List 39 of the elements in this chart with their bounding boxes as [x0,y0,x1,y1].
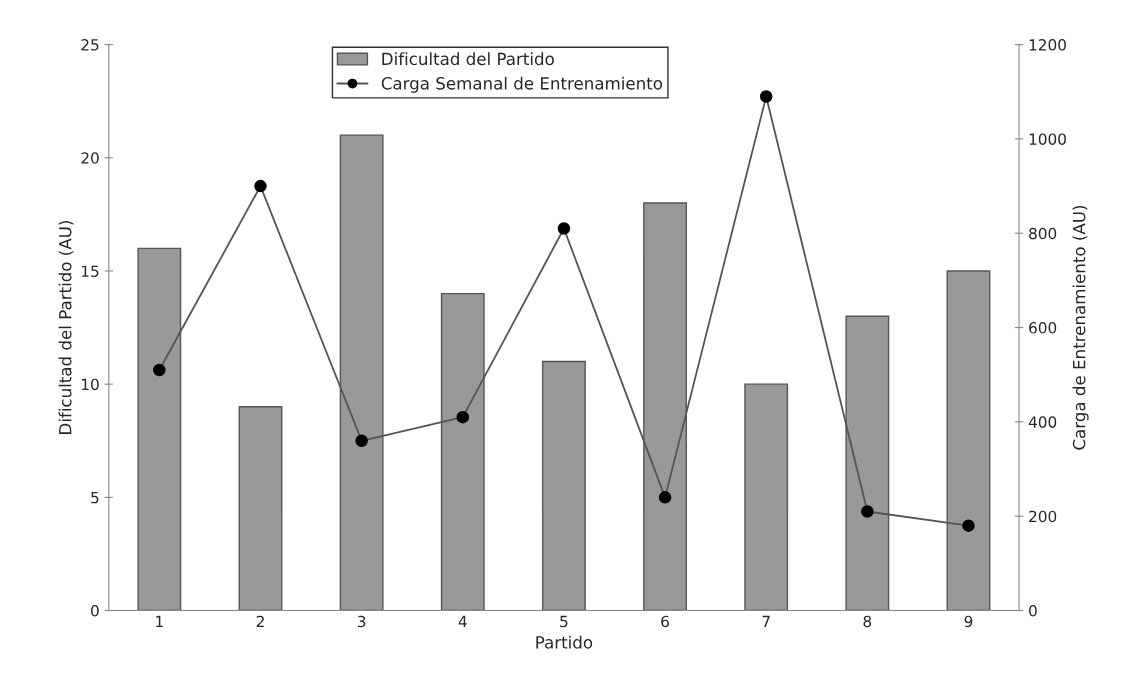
y-tick-label: 15 [81,265,99,277]
point [759,90,773,103]
point [456,410,470,424]
point [153,363,166,377]
point [254,179,267,193]
point [355,434,368,448]
point [557,222,571,235]
point [962,519,975,532]
y-tick-label: 10 [81,378,99,391]
x-tick-label: 7 [762,615,770,628]
y2-tick-label: 1200 [1029,39,1066,51]
y-axis-title: Dificultad del Partido (AU) [58,221,74,434]
x-tick-label: 5 [560,615,568,628]
y2-tick-label: 600 [1029,322,1057,334]
x-tick-label: 9 [964,615,973,628]
x-tick-label: 2 [256,615,264,628]
y-tick-label: 5 [91,492,99,504]
y2-tick-label: 0 [1029,605,1037,617]
y-tick-label: 20 [81,152,99,164]
bar [238,406,283,611]
x-tick-label: 3 [357,615,366,628]
y-tick-label: 25 [81,39,99,51]
x-tick-label: 1 [156,615,163,628]
y2-tick-label: 1000 [1029,133,1066,145]
x-tick-label: 8 [863,615,872,628]
x-tick-label: 4 [458,615,467,628]
y2-tick-label: 800 [1029,227,1057,240]
y-tick-label: 0 [91,605,99,617]
bar [744,383,789,611]
point [658,491,672,504]
y2-axis-title: Carga de Entrenamiento (AU) [1072,205,1089,450]
legend-label: Dificultad del Partido [382,52,554,66]
bar [541,360,586,611]
y2-tick-label: 400 [1028,416,1057,428]
point [861,505,874,518]
x-axis-title: Partido [536,635,593,649]
y2-tick-label: 200 [1029,510,1057,523]
legend-label: Carga Semanal de Entrenamiento [381,76,663,93]
x-tick-label: 6 [661,615,669,628]
